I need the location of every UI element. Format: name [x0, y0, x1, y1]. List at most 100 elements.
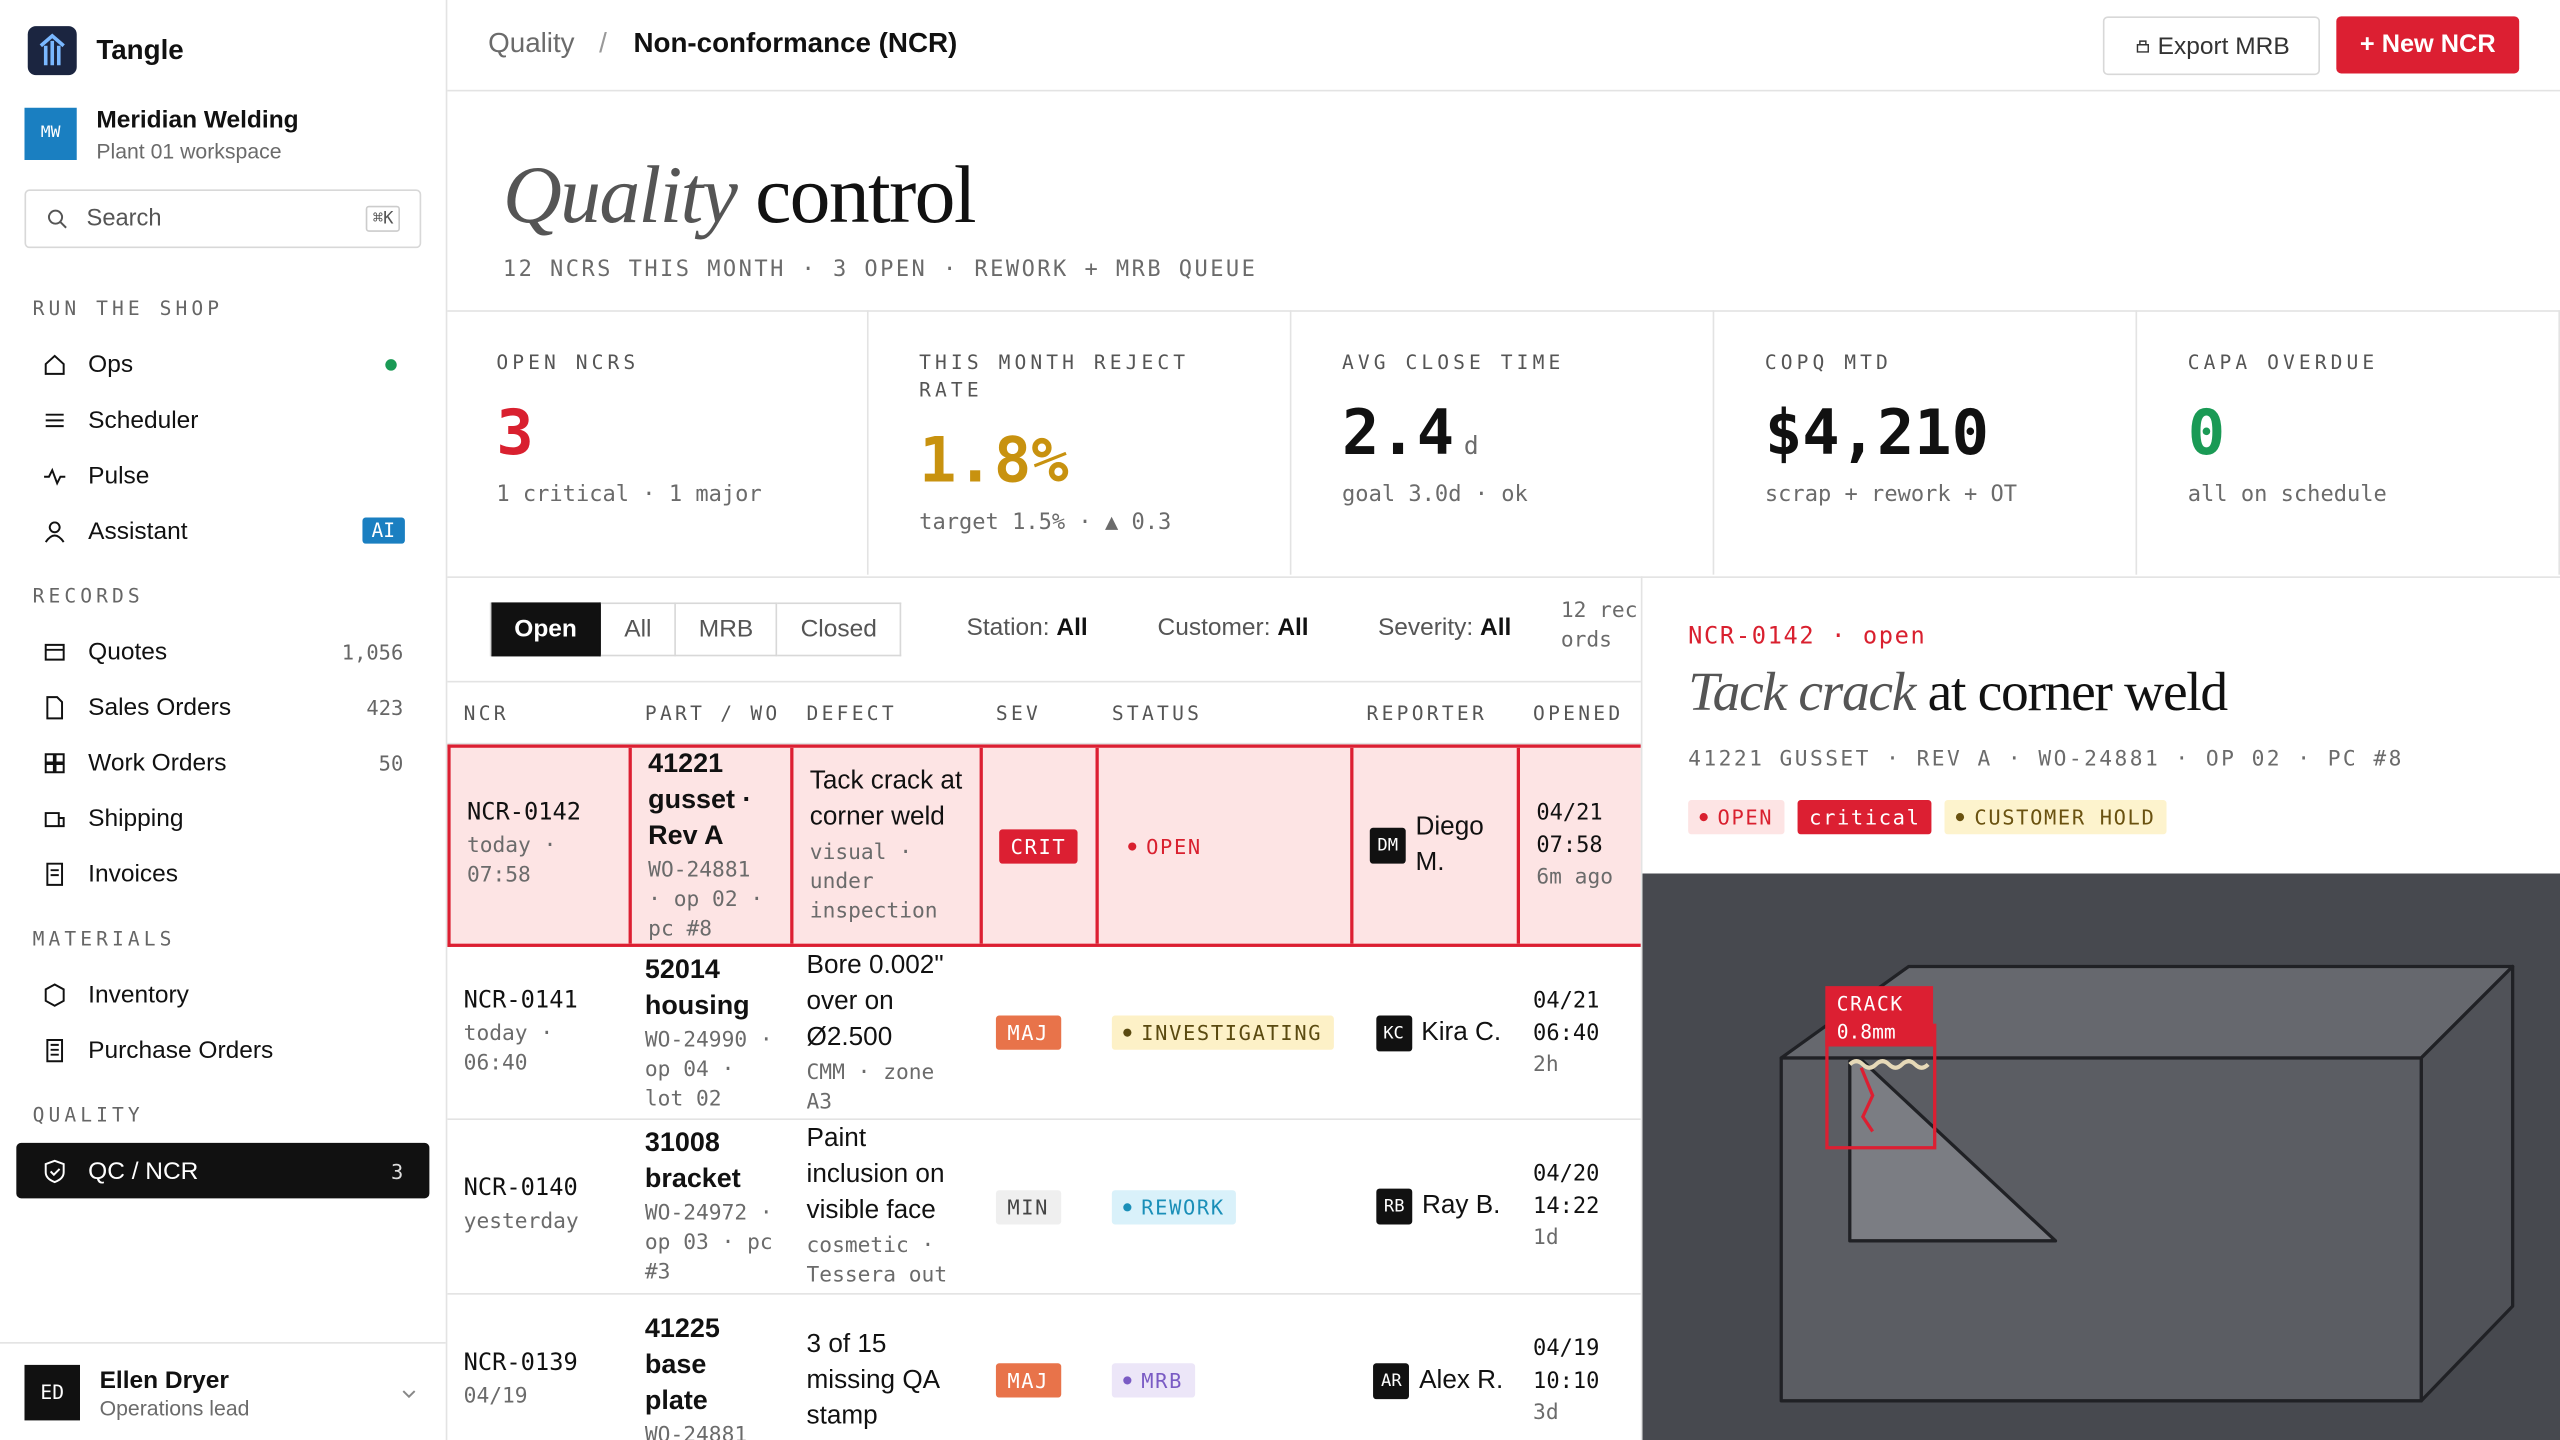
detail-meta: 41221 GUSSET · REV A · WO-24881 · OP 02 …: [1688, 747, 2404, 773]
hero-title-italic: Quality: [502, 148, 738, 240]
stat-note: goal 3.0d · ok: [1342, 481, 1528, 508]
filter-dropdown[interactable]: Customer: All: [1158, 614, 1309, 642]
cell-ncr: NCR-0139 04/19: [447, 1295, 628, 1440]
severity-chip: MAJ: [995, 1015, 1061, 1050]
icon: [46, 696, 64, 720]
cell-part: 31008 bracket WO-24972 · op 03 · pc #3: [629, 1120, 791, 1293]
opened-ago: 3d: [1533, 1400, 1559, 1425]
reporter-name: Kira C.: [1421, 1017, 1502, 1046]
nav-item[interactable]: Inventory: [16, 967, 429, 1023]
nav-item[interactable]: Work Orders 50: [16, 735, 429, 791]
user[interactable]: ED Ellen Dryer Operations lead: [0, 1342, 446, 1440]
weld-bead: [1848, 1059, 1930, 1070]
logo: [27, 26, 77, 76]
workspace-avatar: MW: [24, 107, 77, 160]
detail-tag: CUSTOMER HOLD: [1945, 799, 2167, 835]
user-name: Ellen Dryer: [99, 1366, 229, 1395]
stat-value-row: $4,210: [1765, 397, 2136, 472]
reporter-avatar: AR: [1373, 1362, 1410, 1399]
cell-reporter: RB Ray B.: [1350, 1120, 1517, 1293]
cell-defect: Bore 0.002" over on Ø2.500 CMM · zone A3: [790, 947, 979, 1118]
hero-subtitle: 12 NCRS THIS MONTH · 3 OPEN · REWORK + M…: [502, 256, 1258, 283]
nav-item[interactable]: Pulse: [16, 447, 429, 503]
detail-tags: OPEN critical CUSTOMER HOLD: [1688, 799, 2167, 835]
nav-label: Invoices: [88, 859, 179, 888]
icon: [48, 209, 67, 229]
cell-ncr: NCR-0142 today · 07:58: [451, 747, 632, 944]
stat-label: AVG CLOSE TIME: [1342, 351, 1565, 374]
nav-item[interactable]: Purchase Orders: [16, 1022, 429, 1078]
icon-path: [44, 354, 65, 375]
search[interactable]: Search ⌘K: [24, 189, 422, 249]
nav-label: Purchase Orders: [88, 1035, 274, 1064]
cell-status: REWORK: [1096, 1120, 1351, 1293]
filter-dropdown[interactable]: Station: All: [967, 614, 1088, 642]
defect: 3 of 15 missing QA stamp: [806, 1329, 939, 1430]
nav-label: Sales Orders: [88, 693, 232, 721]
icon: [44, 983, 65, 1007]
icon: [402, 1390, 416, 1399]
cell-opened: 04/21 07:58 6m ago: [1520, 748, 1641, 944]
nav-item[interactable]: Assistant AI: [16, 503, 429, 559]
defect: Paint inclusion on visible face: [806, 1124, 945, 1225]
stat-card: THIS MONTH REJECT RATE 1.8% target 1.5% · …: [870, 310, 1292, 575]
new-ncr-button[interactable]: + New NCR: [2336, 16, 2520, 74]
nav-item[interactable]: QC / NCR 3: [16, 1142, 430, 1199]
nav-item[interactable]: Invoices: [16, 846, 429, 902]
cell-sev: MAJ: [980, 947, 1096, 1118]
nav-item[interactable]: Sales Orders 423: [16, 679, 429, 735]
part-wo: WO-24881: [644, 1422, 748, 1440]
status-dot: [385, 358, 397, 370]
crack-label-bg: [1825, 986, 1934, 1047]
ncr-time: today · 07:58: [466, 834, 557, 889]
detail-title-rest: at corner weld: [1927, 662, 2229, 724]
filter-tab[interactable]: All: [601, 602, 676, 657]
filter-dropdown[interactable]: Severity: All: [1378, 614, 1511, 642]
nav-badge: AI: [361, 517, 405, 544]
icon-path: [44, 753, 65, 774]
nav-item[interactable]: Scheduler: [16, 392, 429, 448]
defect-note: CMM · zone A3: [806, 1060, 935, 1115]
user-avatar: ED: [24, 1364, 80, 1421]
nav-count: 50: [378, 750, 404, 775]
filter-bar: Open All MRB Closed Station: All Customer: Al…: [447, 576, 1641, 683]
ncr-id: NCR-0142: [466, 799, 581, 827]
cell-defect: 3 of 15 missing QA stamp: [790, 1295, 979, 1440]
icon-path: [48, 209, 67, 229]
defect: Tack crack at corner weld: [809, 767, 963, 832]
severity-chip: CRIT: [999, 828, 1078, 863]
nav-item[interactable]: Ops: [16, 336, 429, 392]
reporter-name: Ray B.: [1422, 1191, 1501, 1220]
part-name: 52014 housing: [644, 954, 750, 1020]
nav-item[interactable]: Shipping: [16, 790, 429, 846]
ncr-table: NCR PART / WO DEFECT SEV STATUS REPORTER OPENE…: [447, 682, 1641, 1440]
icon-path: [45, 413, 64, 428]
table-row[interactable]: NCR-0139 04/19 41225 base plate WO-24881 3 o…: [447, 1295, 1640, 1440]
table-row[interactable]: NCR-0142 today · 07:58 41221 gusset · Rev …: [447, 744, 1641, 947]
table-row[interactable]: NCR-0140 yesterday 31008 bracket WO-24972 ·…: [447, 1120, 1641, 1295]
icon: [46, 1039, 64, 1063]
export-button[interactable]: Export MRB: [2102, 16, 2320, 76]
nav-section: QUALITY QC / NCR 3: [0, 1097, 446, 1199]
filter-tab[interactable]: MRB: [675, 602, 778, 657]
table-row[interactable]: NCR-0141 today · 06:40 52014 housing WO-249…: [447, 947, 1641, 1120]
ncr-id: NCR-0140: [463, 1175, 578, 1202]
opened-ago: 2h: [1533, 1052, 1559, 1077]
stat-unit: d: [1463, 431, 1479, 461]
filter-tab[interactable]: Closed: [777, 602, 902, 657]
filter-tab[interactable]: Open: [491, 602, 602, 657]
icon-path: [46, 696, 64, 720]
cell-status: MRB: [1096, 1295, 1351, 1440]
column-header: REPORTER: [1366, 701, 1488, 725]
detail-tag: critical: [1797, 799, 1932, 835]
breadcrumb-parent[interactable]: Quality: [488, 27, 575, 59]
nav-item[interactable]: Quotes 1,056: [16, 624, 429, 680]
column-header: OPENED: [1533, 701, 1624, 725]
stats-border: [447, 310, 2560, 578]
stat-label: THIS MONTH REJECT RATE: [919, 351, 1190, 402]
stat-value: 1.8%: [919, 424, 1069, 497]
stat-label: CAPA OVERDUE: [2187, 351, 2379, 374]
logo-mark: [39, 33, 65, 66]
reporter-name: Diego M.: [1415, 813, 1484, 877]
